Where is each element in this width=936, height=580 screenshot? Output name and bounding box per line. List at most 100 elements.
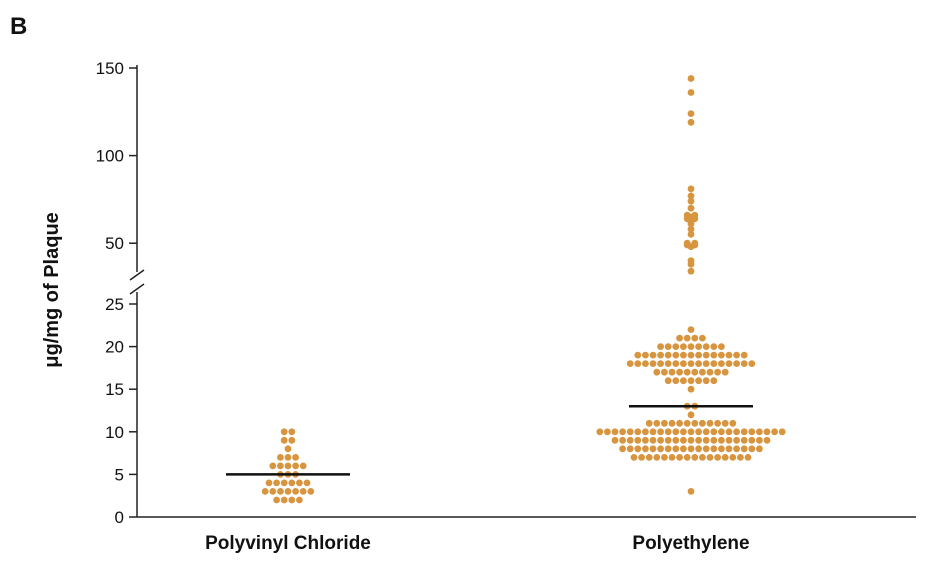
data-point-pe: [687, 445, 695, 453]
data-point-pvc: [292, 488, 299, 495]
data-point-pvc: [307, 488, 315, 495]
data-point-pe: [729, 419, 737, 427]
data-point-pe: [756, 436, 763, 444]
data-point-pe: [680, 377, 687, 385]
data-point-pe: [638, 454, 645, 461]
data-point-pe: [687, 231, 695, 238]
data-point-pvc: [284, 445, 292, 453]
data-point-pe: [702, 377, 710, 385]
data-point-pe: [653, 419, 661, 427]
data-point-pe: [702, 436, 710, 444]
data-point-pvc: [277, 462, 284, 470]
data-point-pe: [733, 445, 740, 453]
data-point-pe: [683, 239, 691, 247]
data-point-pe: [733, 351, 740, 359]
data-point-pvc: [280, 496, 288, 504]
data-point-pe: [725, 428, 733, 436]
data-point-pe: [691, 211, 699, 219]
data-point-pe: [649, 351, 657, 359]
data-point-pe: [634, 436, 642, 444]
data-point-pe: [642, 428, 649, 436]
data-point-pe: [680, 445, 687, 453]
data-point-pe: [691, 334, 699, 342]
data-point-pe: [702, 360, 710, 367]
data-point-pe: [687, 428, 695, 436]
data-point-pe: [710, 377, 718, 385]
data-point-pe: [710, 343, 718, 350]
data-point-pe: [676, 368, 683, 376]
axis-break-mark-top: [129, 269, 145, 281]
data-point-pvc: [303, 479, 311, 487]
data-point-pe: [657, 436, 664, 444]
data-point-pe: [714, 454, 721, 461]
data-point-pe: [748, 436, 756, 444]
data-point-pe: [642, 445, 649, 453]
data-point-pe: [695, 436, 702, 444]
data-point-pe: [725, 351, 733, 359]
data-point-pe: [699, 334, 706, 342]
panel-label: B: [10, 13, 27, 40]
data-point-pe: [687, 89, 695, 96]
y-tick-label-150: 150: [96, 59, 124, 78]
data-point-pe: [634, 428, 642, 436]
data-point-pe: [740, 445, 748, 453]
data-point-pe: [718, 343, 725, 350]
data-point-pe: [691, 239, 699, 247]
data-point-pe: [714, 368, 721, 376]
data-point-pe: [718, 428, 725, 436]
data-point-pe: [680, 360, 687, 367]
data-point-pe: [687, 110, 695, 117]
data-point-pe: [657, 445, 664, 453]
data-point-pe: [664, 351, 672, 359]
data-point-pe: [672, 360, 680, 367]
data-point-pe: [710, 445, 718, 453]
data-point-pe: [687, 360, 695, 367]
data-point-pe: [725, 445, 733, 453]
data-point-pvc: [288, 479, 296, 487]
data-point-pe: [649, 445, 657, 453]
data-point-pe: [683, 211, 691, 219]
data-point-pe: [687, 204, 695, 212]
y-ticks: 0 5 10 15 20 25 50 100 150: [96, 59, 137, 527]
data-point-pe: [619, 445, 626, 453]
y-axis-title: μg/mg of Plaque: [41, 212, 63, 368]
data-point-pe: [763, 428, 771, 436]
data-point-pe: [626, 360, 634, 367]
data-point-pvc: [284, 488, 292, 495]
data-point-pe: [725, 436, 733, 444]
data-point-pe: [680, 343, 687, 350]
data-point-pe: [710, 360, 718, 367]
data-point-pe: [653, 368, 661, 376]
data-point-pe: [683, 368, 691, 376]
data-point-pe: [672, 436, 680, 444]
data-point-pe: [733, 428, 740, 436]
y-tick-label-15: 15: [105, 380, 124, 399]
data-point-pe: [702, 351, 710, 359]
data-point-pvc: [288, 496, 296, 504]
data-point-pe: [657, 343, 664, 350]
data-point-pe: [661, 454, 668, 461]
data-point-pe: [668, 454, 676, 461]
data-point-pvc: [284, 454, 292, 461]
data-point-pe: [718, 436, 725, 444]
data-point-pe: [718, 360, 725, 367]
data-point-pe: [687, 351, 695, 359]
data-point-pe: [748, 445, 756, 453]
data-point-pvc: [299, 462, 307, 470]
data-point-pe: [740, 428, 748, 436]
data-point-pe: [714, 419, 721, 427]
data-point-pe: [687, 411, 695, 419]
data-point-pe: [744, 454, 752, 461]
data-point-pvc: [296, 496, 303, 504]
data-point-pe: [687, 197, 695, 205]
data-point-pe: [702, 428, 710, 436]
data-point-pvc: [277, 454, 284, 461]
data-point-pe: [687, 385, 695, 393]
data-point-pe: [691, 368, 699, 376]
data-point-pe: [729, 454, 737, 461]
data-point-pe: [740, 360, 748, 367]
data-point-pe: [657, 351, 664, 359]
data-point-pe: [642, 360, 649, 367]
data-point-pe: [721, 454, 729, 461]
data-point-pe: [680, 351, 687, 359]
